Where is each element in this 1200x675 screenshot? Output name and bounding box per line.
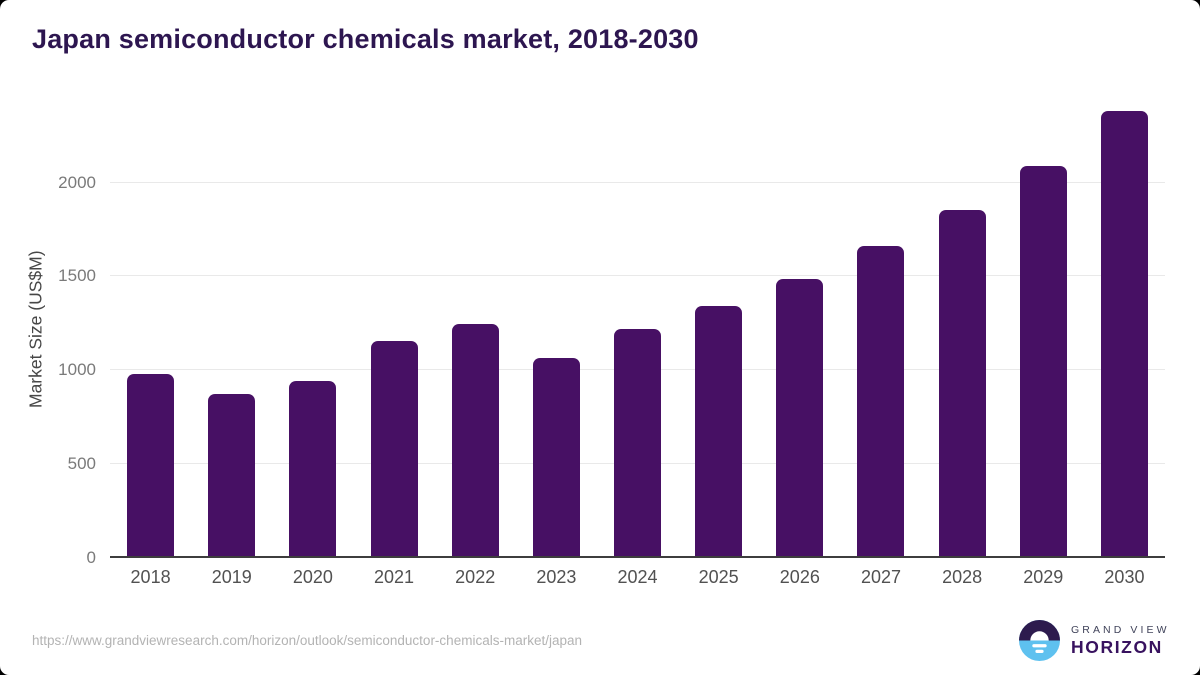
bar-slot xyxy=(435,100,516,558)
source-url: https://www.grandviewresearch.com/horizo… xyxy=(32,633,582,648)
x-tick-label: 2024 xyxy=(617,567,658,587)
y-axis-title: Market Size (US$M) xyxy=(25,250,46,408)
sun-horizon-icon xyxy=(1019,620,1060,661)
bar-2023[interactable] xyxy=(532,358,580,558)
y-tick-label: 0 xyxy=(86,548,96,567)
logo-wordmark-bottom: HORIZON xyxy=(1071,636,1163,657)
x-tick-label: 2025 xyxy=(698,567,739,587)
x-axis-labels: 2018 2019 2020 2021 2022 2023 2024 2025 2026 2027… xyxy=(110,567,1165,588)
bars-row xyxy=(110,100,1165,558)
y-tick-label: 2000 xyxy=(58,172,96,192)
x-tick-label: 2018 xyxy=(130,567,171,587)
bar-2024[interactable] xyxy=(614,329,662,558)
x-tick-label: 2028 xyxy=(942,567,983,587)
bar-2019[interactable] xyxy=(208,393,256,558)
bar-slot xyxy=(1003,100,1084,558)
x-tick-label: 2026 xyxy=(779,567,820,587)
bar-slot xyxy=(597,100,678,558)
bar-slot xyxy=(353,100,434,558)
x-tick-label: 2022 xyxy=(455,567,496,587)
bar-2021[interactable] xyxy=(370,341,418,558)
chart-title: Japan semiconductor chemicals market, 20… xyxy=(32,24,699,54)
y-tick-label: 1500 xyxy=(58,266,96,286)
bar-slot xyxy=(1084,100,1165,558)
logo-wordmark-top: GRAND VIEW xyxy=(1071,623,1170,636)
x-tick-label: 2030 xyxy=(1104,567,1145,587)
bar-2027[interactable] xyxy=(857,246,905,558)
bar-2022[interactable] xyxy=(451,324,499,558)
bar-2025[interactable] xyxy=(695,306,743,558)
bar-slot xyxy=(922,100,1003,558)
x-tick-label: 2027 xyxy=(860,567,901,587)
bar-slot xyxy=(678,100,759,558)
y-tick-label: 500 xyxy=(67,454,96,474)
bar-slot xyxy=(759,100,840,558)
logo-wordmark: GRAND VIEW HORIZON xyxy=(1071,624,1170,658)
x-tick-label: 2023 xyxy=(536,567,577,587)
x-tick-label: 2021 xyxy=(374,567,415,587)
bar-slot xyxy=(110,100,191,558)
x-tick-label: 2029 xyxy=(1023,567,1064,587)
bar-2028[interactable] xyxy=(938,209,986,558)
bar-2020[interactable] xyxy=(289,380,337,558)
bar-2018[interactable] xyxy=(127,374,175,558)
bar-2029[interactable] xyxy=(1019,165,1067,558)
gridline xyxy=(110,275,1165,277)
gridline xyxy=(110,181,1165,183)
x-tick-label: 2019 xyxy=(211,567,252,587)
bar-slot xyxy=(516,100,597,558)
x-axis-baseline xyxy=(110,556,1165,558)
bar-slot xyxy=(272,100,353,558)
bar-slot xyxy=(840,100,921,558)
x-tick-label: 2020 xyxy=(292,567,333,587)
bar-2030[interactable] xyxy=(1100,111,1148,558)
plot-area: 0 500 1000 1500 2000 xyxy=(58,100,1165,567)
grandview-horizon-logo: GRAND VIEW HORIZON xyxy=(1019,620,1170,661)
bar-slot xyxy=(191,100,272,558)
bar-2026[interactable] xyxy=(776,279,824,558)
y-tick-label: 1000 xyxy=(58,360,96,380)
